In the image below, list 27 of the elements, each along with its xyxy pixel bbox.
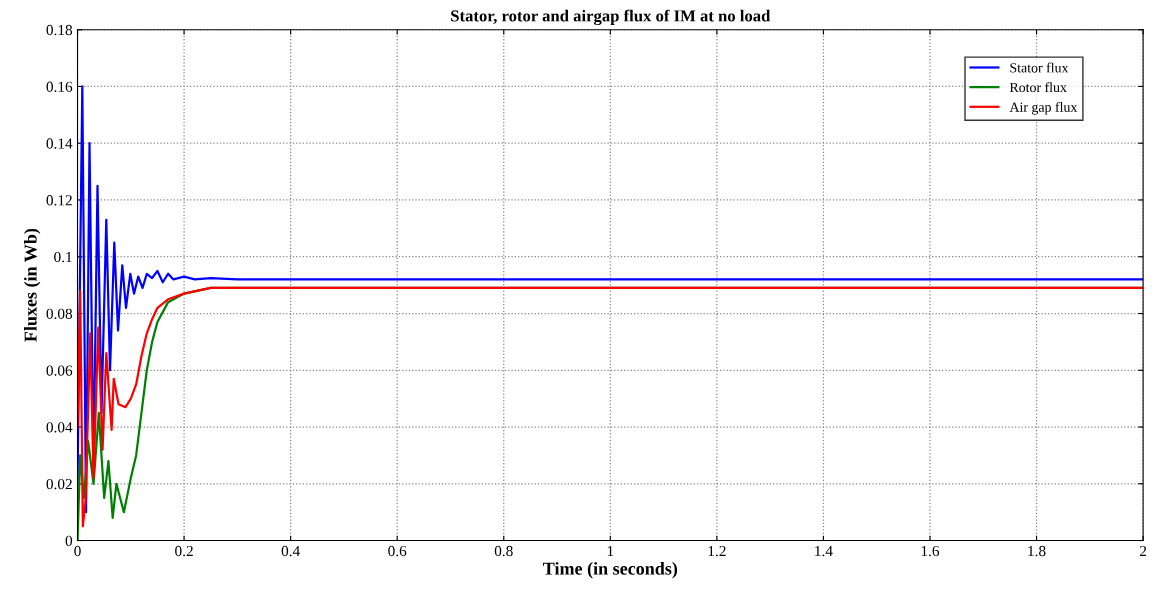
x-axis-title: Time (in seconds) (543, 562, 678, 579)
x-tick-label: 1.2 (708, 545, 726, 557)
x-tick-label: 1.6 (921, 545, 940, 557)
y-tick-label: 0.08 (46, 308, 73, 320)
y-tick-label: 0.16 (46, 81, 73, 92)
x-tick-label: 0.4 (281, 545, 300, 557)
legend-label: Air gap flux (1009, 101, 1078, 115)
x-tick-label: 1.8 (1028, 545, 1046, 557)
y-tick-label: 0.14 (46, 138, 73, 149)
x-tick-label: 0.2 (175, 545, 193, 557)
legend-label: Rotor flux (1009, 82, 1067, 93)
y-tick-label: 0.02 (46, 478, 72, 490)
x-tick-label: 0.6 (388, 545, 407, 557)
y-tick-label: 0.18 (46, 24, 73, 36)
chart-title: Stator, rotor and airgap flux of IM at no load (451, 9, 771, 26)
x-tick-label: 1.4 (815, 545, 833, 557)
x-tick-label: 0 (74, 545, 81, 557)
x-tick-label: 2 (1139, 545, 1147, 556)
y-tick-label: 0.12 (46, 195, 72, 206)
y-tick-label: 0.06 (46, 365, 73, 376)
y-axis-title: Fluxes (in Wb) (23, 228, 41, 342)
x-tick-label: 1 (607, 545, 614, 556)
y-tick-label: 0.1 (54, 251, 72, 263)
y-tick-label: 0 (65, 535, 73, 546)
legend-label: Stator flux (1010, 62, 1069, 73)
y-tick-label: 0.04 (46, 422, 73, 433)
x-tick-label: 0.8 (494, 545, 513, 557)
